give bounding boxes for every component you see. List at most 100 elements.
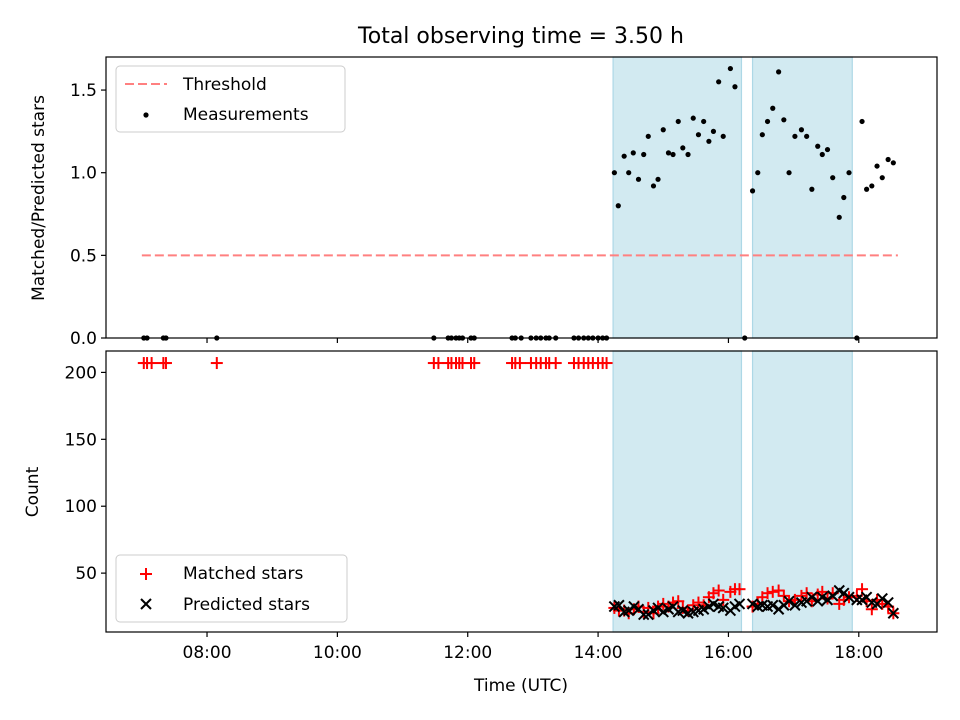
- predicted-star-marker: [733, 598, 746, 610]
- measurement-point: [874, 163, 880, 169]
- predicted-star-marker: [767, 599, 779, 611]
- measurement-point: [824, 146, 831, 153]
- measurements-legend-swatch: [143, 112, 149, 118]
- measurement-point: [680, 145, 686, 151]
- measurement-point: [836, 214, 842, 220]
- matched-legend-swatch: [140, 568, 152, 580]
- measurement-point: [841, 194, 847, 201]
- measurement-point: [655, 176, 661, 182]
- x-tick-label: 12:00: [443, 643, 492, 663]
- measurement-point: [846, 170, 852, 176]
- measurement-point: [781, 117, 787, 123]
- x-axis-label: Time (UTC): [473, 676, 568, 696]
- measurement-point: [764, 118, 771, 125]
- predicted-star-marker: [717, 602, 729, 614]
- count-panel: 50 100 150 200 08:00 10:00 12:00 14:00 16:00 18:…: [23, 350, 938, 696]
- measurement-point: [890, 160, 896, 166]
- matched-star-marker: [761, 587, 774, 600]
- measurement-point: [869, 183, 875, 189]
- matched-star-marker: [642, 601, 655, 614]
- predicted-star-marker: [806, 591, 818, 603]
- predicted-star-marker: [882, 596, 894, 609]
- x-tick-label: 08:00: [183, 643, 232, 663]
- predicted-star-marker: [783, 595, 795, 607]
- measurement-point: [786, 170, 792, 176]
- measurement-point: [710, 128, 717, 134]
- matched-legend-label: Matched stars: [183, 564, 303, 584]
- matched-star-marker: [210, 357, 223, 370]
- measurement-point: [695, 132, 702, 138]
- measurement-point: [885, 156, 891, 163]
- ratio-panel: 0.0 0.5 1.0 1.5 Matched/Predicted stars Thr…: [29, 56, 938, 349]
- top-legend-box: [115, 65, 346, 133]
- matched-star-marker: [777, 589, 790, 602]
- measurement-point: [830, 175, 836, 181]
- top-axes-frame: [105, 56, 938, 339]
- predicted-legend-label: Predicted stars: [183, 595, 310, 615]
- matched-star-marker: [549, 357, 562, 370]
- matched-star-marker: [468, 357, 481, 370]
- bottom-axes-frame: [105, 350, 938, 633]
- measurement-point: [809, 186, 815, 192]
- bottom-y-axis: 50 100 150 200: [65, 363, 106, 584]
- measurement-point: [859, 118, 865, 125]
- measurement-point: [770, 105, 776, 111]
- top-x-ticks: [206, 338, 860, 343]
- x-tick-label: 18:00: [834, 643, 883, 663]
- observing-intervals: [612, 56, 853, 339]
- bottom-x-axis: 08:00 10:00 12:00 14:00 16:00 18:00: [183, 632, 883, 663]
- measurement-point: [611, 170, 617, 176]
- measurements-legend-label: Measurements: [183, 105, 309, 125]
- y-tick-label: 100: [65, 497, 97, 517]
- bottom-legend: Matched stars Predicted stars: [115, 554, 348, 623]
- measurement-point: [792, 133, 798, 139]
- y-tick-label: 1.0: [70, 164, 97, 184]
- measurement-point: [615, 203, 621, 209]
- matched-star-marker: [159, 357, 172, 370]
- measurement-point: [879, 175, 885, 181]
- predicted-star-marker: [876, 592, 888, 605]
- y-tick-label: 0.0: [70, 329, 97, 349]
- measurement-point: [650, 183, 657, 189]
- matched-star-marker: [600, 357, 613, 370]
- matched-star-marker: [766, 585, 779, 598]
- matched-star-marker: [795, 589, 808, 602]
- matched-star-marker: [717, 593, 730, 606]
- measurement-point: [626, 170, 632, 176]
- y-tick-label: 150: [65, 430, 97, 450]
- matched-star-marker: [145, 357, 158, 370]
- top-legend: Threshold Measurements: [115, 65, 346, 133]
- measurement-point: [776, 69, 782, 75]
- predicted-legend-swatch: [140, 598, 152, 610]
- y-tick-label: 50: [75, 564, 97, 584]
- measurement-point: [720, 133, 726, 139]
- measurement-point: [749, 188, 756, 194]
- measurement-point: [716, 79, 722, 85]
- measurement-point: [690, 115, 696, 121]
- measurement-point: [675, 118, 681, 125]
- measurement-point: [701, 118, 707, 125]
- measurement-point: [670, 151, 676, 158]
- measurement-point: [630, 150, 636, 156]
- measurement-point: [732, 84, 738, 90]
- measurement-point: [641, 151, 647, 158]
- measurement-point: [706, 138, 712, 144]
- bottom-legend-box: [115, 554, 348, 623]
- measurement-point: [804, 133, 810, 139]
- predicted-star-marker: [843, 591, 855, 603]
- measurement-point: [621, 153, 627, 159]
- measurement-point: [815, 143, 821, 149]
- x-tick-label: 16:00: [704, 643, 753, 663]
- predicted-star-marker: [887, 607, 900, 619]
- measurement-point: [819, 151, 825, 158]
- y-tick-label: 0.5: [70, 246, 97, 266]
- measurement-point: [685, 151, 691, 158]
- y-tick-label: 1.5: [70, 81, 97, 101]
- measurement-point: [635, 176, 642, 182]
- y-tick-label: 200: [65, 363, 97, 383]
- observing-intervals-bottom: [612, 350, 853, 633]
- x-tick-label: 14:00: [574, 643, 623, 663]
- matched-star-marker: [707, 587, 720, 600]
- observing-interval-1: [751, 56, 853, 339]
